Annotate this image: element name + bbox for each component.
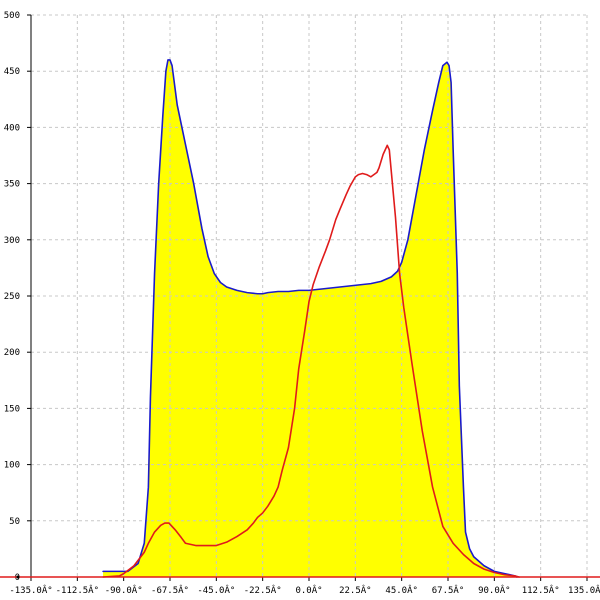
- series-fill-area: [103, 59, 517, 577]
- x-tick-label: -67.5Â°: [151, 584, 189, 596]
- y-tick-label: 100: [4, 461, 20, 471]
- x-tick-label: -112.5Â°: [56, 584, 99, 596]
- x-tick-label: -135.0Â°: [9, 584, 52, 596]
- x-tick-label: -45.0Â°: [197, 584, 235, 596]
- x-tick-label: 112.5Â°: [522, 584, 560, 596]
- series-line-1: [102, 59, 518, 578]
- y-tick-label: 350: [4, 180, 20, 190]
- series-line-2: [102, 144, 520, 578]
- x-tick-label: 67.5Â°: [432, 584, 465, 596]
- x-tick-label: -90.0Â°: [105, 584, 143, 596]
- x-tick-label: -22.5Â°: [244, 584, 282, 596]
- x-tick-label: 90.0Â°: [478, 584, 511, 596]
- x-tick-label: 22.5Â°: [339, 584, 372, 596]
- y-tick-label: 300: [4, 236, 20, 246]
- x-tick-label: 135.0Â°: [568, 584, 600, 596]
- y-tick-label: 250: [4, 292, 20, 302]
- x-tick-label: 45.0Â°: [385, 584, 418, 596]
- y-tick-label: 200: [4, 348, 20, 358]
- origin-marker: [16, 575, 20, 579]
- y-tick-label: 500: [4, 11, 20, 21]
- y-tick-label: 150: [4, 404, 20, 414]
- y-tick-label: 50: [9, 517, 20, 527]
- y-tick-label: 450: [4, 67, 20, 77]
- x-tick-label: 0.0Â°: [295, 584, 322, 596]
- y-tick-label: 400: [4, 123, 20, 133]
